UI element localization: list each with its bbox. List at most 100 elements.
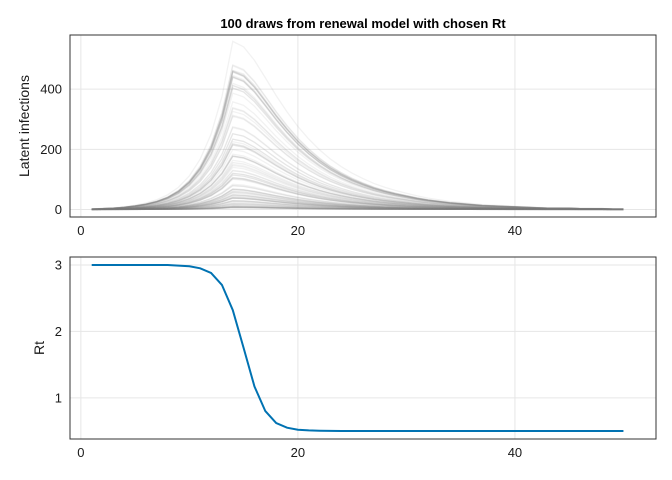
draw-line: [91, 63, 624, 210]
draw-line: [91, 206, 624, 211]
draw-line: [91, 174, 624, 211]
y-tick-label: 2: [55, 324, 62, 339]
draw-line: [91, 163, 624, 210]
draw-line: [91, 172, 624, 211]
draw-line: [91, 107, 624, 210]
draw-line: [91, 140, 624, 210]
draw-line: [91, 205, 624, 211]
draw-line: [91, 206, 624, 211]
draw-line: [91, 196, 624, 211]
draw-line: [91, 70, 624, 210]
x-tick-label: 40: [508, 223, 522, 238]
top-series-group: [91, 40, 624, 211]
bottom-y-axis-label: Rt: [31, 341, 47, 355]
draw-line: [91, 206, 624, 211]
bottom-tick-labels: 0 20 40 1 2 3: [55, 257, 522, 460]
draw-line: [91, 205, 624, 211]
draw-line: [91, 201, 624, 211]
draw-line: [91, 206, 624, 211]
draw-line: [91, 169, 624, 210]
y-tick-label: 1: [55, 390, 62, 405]
draw-line: [91, 202, 624, 211]
draw-line: [91, 74, 624, 210]
draw-line: [91, 132, 624, 210]
draw-line: [91, 161, 624, 210]
draw-line: [91, 176, 624, 211]
top-grid: [70, 35, 656, 217]
draw-line: [91, 206, 624, 211]
draw-line: [91, 144, 624, 210]
bottom-series-group: [91, 263, 624, 433]
draw-line: [91, 185, 624, 211]
draw-line: [91, 75, 624, 210]
draw-line: [91, 69, 624, 210]
draw-line: [91, 197, 624, 211]
draw-line: [91, 143, 624, 210]
draw-line: [91, 87, 624, 210]
draw-line: [91, 166, 624, 210]
draw-line: [91, 155, 624, 210]
draw-line: [91, 205, 624, 211]
draw-line: [91, 197, 624, 211]
draw-line: [91, 194, 624, 211]
draw-line: [91, 203, 624, 211]
draw-line: [91, 178, 624, 211]
draw-line: [91, 155, 624, 210]
draw-line: [91, 155, 624, 210]
draw-line: [91, 101, 624, 210]
draw-line: [91, 188, 624, 211]
draw-line: [91, 170, 624, 210]
x-tick-label: 0: [77, 223, 84, 238]
draw-line: [91, 206, 624, 211]
draw-line: [91, 69, 624, 210]
draw-line: [91, 204, 624, 211]
draw-line: [91, 197, 624, 211]
draw-line: [91, 164, 624, 210]
x-tick-label: 20: [291, 445, 305, 460]
top-y-axis-label: Latent infections: [16, 75, 32, 177]
draw-line: [91, 195, 624, 211]
draw-line: [91, 84, 624, 210]
draw-line: [91, 148, 624, 210]
x-tick-label: 20: [291, 223, 305, 238]
draw-line: [91, 188, 624, 211]
draw-line: [91, 177, 624, 211]
draw-line: [91, 155, 624, 210]
draw-line: [91, 110, 624, 210]
draw-line: [91, 190, 624, 211]
draw-line: [91, 177, 624, 211]
draw-line: [91, 40, 624, 210]
draw-line: [91, 84, 624, 210]
draw-line: [91, 206, 624, 211]
x-tick-label: 0: [77, 445, 84, 460]
draw-line: [91, 172, 624, 211]
x-tick-label: 40: [508, 445, 522, 460]
draw-line: [91, 197, 624, 211]
y-tick-label: 0: [55, 202, 62, 217]
draw-line: [91, 76, 624, 210]
draw-line: [91, 204, 624, 211]
draw-line: [91, 138, 624, 210]
draw-line: [91, 114, 624, 210]
draw-line: [91, 197, 624, 211]
draw-line: [91, 203, 624, 211]
draw-line: [91, 205, 624, 211]
draw-line: [91, 205, 624, 211]
draw-line: [91, 159, 624, 210]
y-tick-label: 200: [40, 142, 62, 157]
draw-line: [91, 144, 624, 210]
bottom-panel: 0 20 40 1 2 3 Rt: [31, 256, 657, 460]
draw-line: [91, 138, 624, 210]
draw-line: [91, 206, 624, 211]
draw-line: [91, 200, 624, 211]
draw-line: [91, 76, 624, 210]
rt-line: [91, 263, 624, 433]
draw-line: [91, 92, 624, 210]
draw-line: [91, 193, 624, 211]
draw-line: [91, 191, 624, 211]
draw-line: [91, 190, 624, 211]
draw-line: [91, 183, 624, 211]
draw-line: [91, 87, 624, 210]
